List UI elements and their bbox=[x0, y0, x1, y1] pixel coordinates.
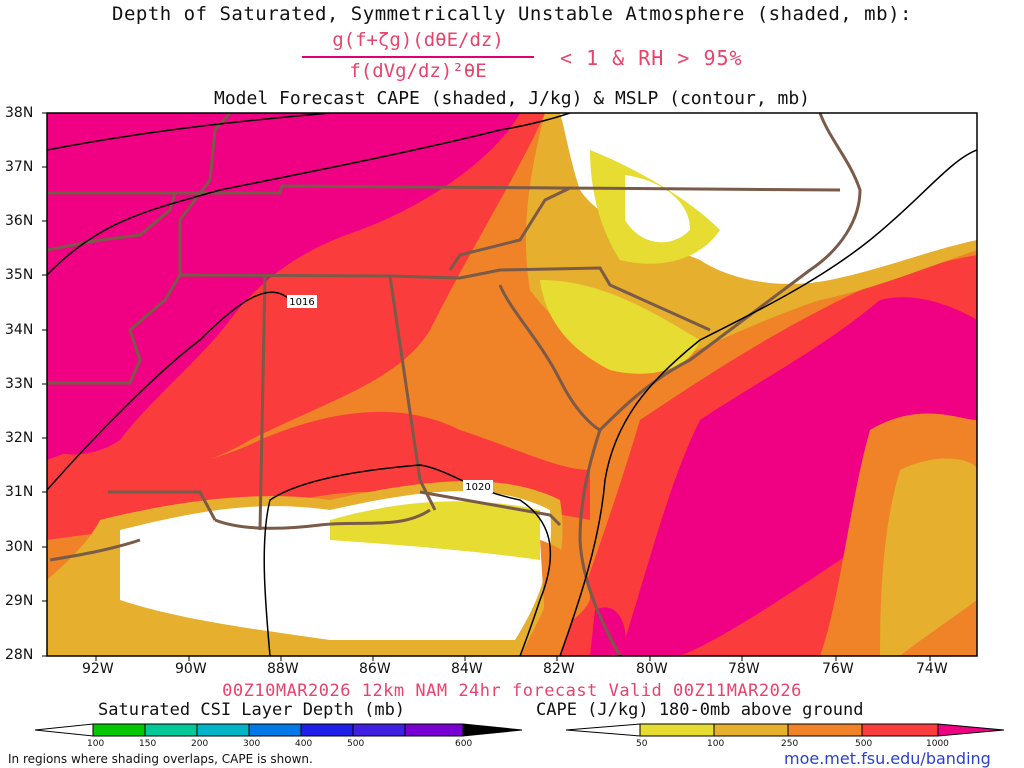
lon-label: 92W bbox=[82, 661, 114, 677]
formula-condition: < 1 & RH > 95% bbox=[560, 46, 743, 70]
lat-label: 29N bbox=[5, 593, 34, 609]
lat-label: 30N bbox=[5, 539, 34, 555]
chart-title: Depth of Saturated, Symmetrically Unstab… bbox=[112, 3, 912, 25]
csi-colorbar bbox=[34, 723, 523, 737]
csi-tick: 200 bbox=[191, 739, 209, 749]
lat-label: 34N bbox=[5, 322, 34, 338]
formula-numerator: g(f+ζg)(dθE/dz) bbox=[332, 29, 504, 51]
lon-label: 74W bbox=[916, 661, 948, 677]
csi-tick: 600 bbox=[455, 739, 473, 749]
lat-label: 35N bbox=[5, 267, 34, 283]
lat-label: 36N bbox=[5, 213, 34, 229]
isobar-label-1016: 1016 bbox=[287, 295, 317, 308]
lon-label: 84W bbox=[451, 661, 483, 677]
lat-label: 28N bbox=[5, 647, 34, 663]
cape-legend-title: CAPE (J/kg) 180-0mb above ground bbox=[536, 700, 864, 720]
csi-tick: 100 bbox=[87, 739, 105, 749]
svg-text:1020: 1020 bbox=[465, 482, 490, 493]
csi-legend-title: Saturated CSI Layer Depth (mb) bbox=[98, 700, 406, 720]
csi-tick: 150 bbox=[139, 739, 157, 749]
svg-text:1016: 1016 bbox=[289, 297, 314, 308]
isobar-label-1020: 1020 bbox=[463, 480, 493, 493]
cape-tick: 100 bbox=[707, 739, 725, 749]
lon-label: 88W bbox=[267, 661, 299, 677]
csi-tick: 400 bbox=[295, 739, 313, 749]
cape-tick: 500 bbox=[855, 739, 873, 749]
lon-label: 80W bbox=[636, 661, 668, 677]
cape-tick: 250 bbox=[781, 739, 799, 749]
lat-label: 33N bbox=[5, 376, 34, 392]
formula-denominator: f(dVg/dz)²θE bbox=[349, 60, 487, 82]
cape-colorbar bbox=[565, 723, 1005, 737]
lon-label: 82W bbox=[543, 661, 575, 677]
state-boundaries bbox=[47, 113, 862, 656]
lon-label: 90W bbox=[175, 661, 207, 677]
overlap-note: In regions where shading overlaps, CAPE … bbox=[8, 752, 313, 766]
formula-fraction-bar bbox=[302, 56, 534, 58]
lat-label: 37N bbox=[5, 159, 34, 175]
isobar-contours bbox=[47, 113, 977, 656]
cape-tick: 50 bbox=[636, 739, 648, 749]
lon-label: 76W bbox=[822, 661, 854, 677]
lat-label: 38N bbox=[5, 105, 34, 121]
csi-tick: 300 bbox=[243, 739, 261, 749]
lon-label: 78W bbox=[728, 661, 760, 677]
lat-label: 31N bbox=[5, 484, 34, 500]
forecast-valid-time: 00Z10MAR2026 12km NAM 24hr forecast Vali… bbox=[222, 681, 802, 701]
lon-label: 86W bbox=[359, 661, 391, 677]
axis-ticks bbox=[42, 112, 931, 661]
csi-tick: 500 bbox=[347, 739, 365, 749]
source-url[interactable]: moe.met.fsu.edu/banding bbox=[784, 749, 991, 768]
chart-subtitle: Model Forecast CAPE (shaded, J/kg) & MSL… bbox=[213, 88, 811, 109]
cape-tick: 1000 bbox=[926, 739, 949, 749]
lat-label: 32N bbox=[5, 430, 34, 446]
